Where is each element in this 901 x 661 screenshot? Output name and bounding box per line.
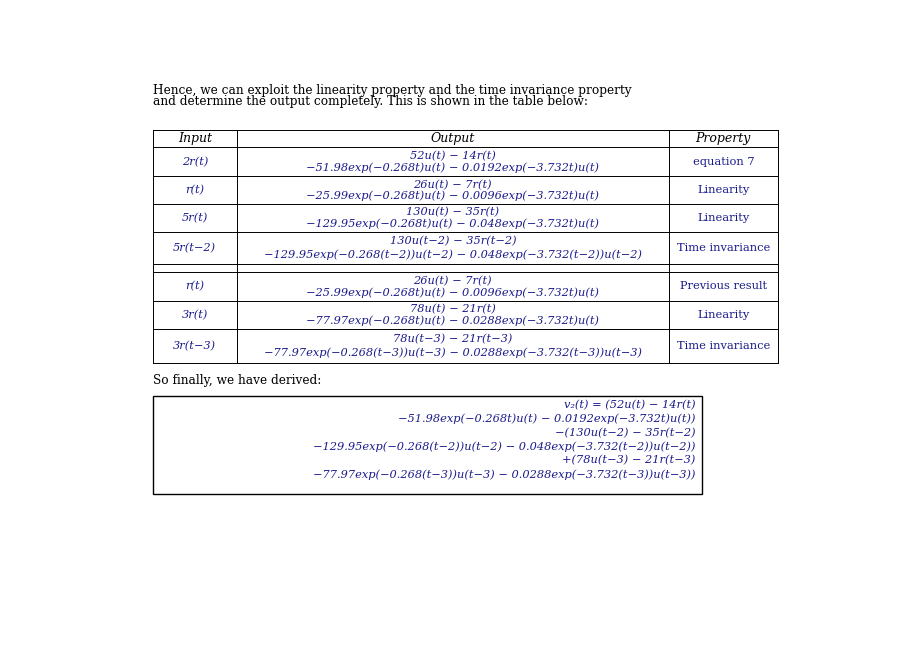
Text: −129.95exp(−0.268(t−2))u(t−2) − 0.048exp(−3.732(t−2))u(t−2)): −129.95exp(−0.268(t−2))u(t−2) − 0.048exp… (313, 442, 696, 452)
Text: 3r(t−3): 3r(t−3) (173, 340, 216, 351)
Text: r(t): r(t) (186, 185, 205, 196)
Text: equation 7: equation 7 (693, 157, 754, 167)
Text: +(78u(t−3) − 21r(t−3): +(78u(t−3) − 21r(t−3) (562, 455, 696, 465)
Text: −51.98exp(−0.268t)u(t) − 0.0192exp(−3.732t)u(t): −51.98exp(−0.268t)u(t) − 0.0192exp(−3.73… (306, 163, 599, 173)
Text: So finally, we have derived:: So finally, we have derived: (153, 374, 322, 387)
Text: Output: Output (431, 132, 475, 145)
Text: Previous result: Previous result (679, 282, 767, 292)
Text: 2r(t): 2r(t) (182, 157, 208, 167)
Text: 78u(t) − 21r(t): 78u(t) − 21r(t) (410, 304, 496, 315)
Text: 5r(t): 5r(t) (182, 213, 208, 223)
Bar (153, 396, 702, 494)
Text: −51.98exp(−0.268t)u(t) − 0.0192exp(−3.732t)u(t)): −51.98exp(−0.268t)u(t) − 0.0192exp(−3.73… (398, 414, 696, 424)
Text: −77.97exp(−0.268(t−3))u(t−3) − 0.0288exp(−3.732(t−3))u(t−3)): −77.97exp(−0.268(t−3))u(t−3) − 0.0288exp… (313, 469, 696, 480)
Text: Linearity: Linearity (697, 213, 750, 223)
Text: −25.99exp(−0.268t)u(t) − 0.0096exp(−3.732t)u(t): −25.99exp(−0.268t)u(t) − 0.0096exp(−3.73… (306, 190, 599, 201)
Text: 130u(t) − 35r(t): 130u(t) − 35r(t) (406, 207, 499, 217)
Text: 52u(t) − 14r(t): 52u(t) − 14r(t) (410, 151, 496, 161)
Text: −129.95exp(−0.268t)u(t) − 0.048exp(−3.732t)u(t): −129.95exp(−0.268t)u(t) − 0.048exp(−3.73… (306, 218, 599, 229)
Text: Linearity: Linearity (697, 185, 750, 195)
Text: Time invariance: Time invariance (677, 243, 770, 253)
Text: 130u(t−2) − 35r(t−2): 130u(t−2) − 35r(t−2) (389, 237, 516, 247)
Text: Time invariance: Time invariance (677, 340, 770, 351)
Text: 78u(t−3) − 21r(t−3): 78u(t−3) − 21r(t−3) (393, 334, 513, 344)
Text: −25.99exp(−0.268t)u(t) − 0.0096exp(−3.732t)u(t): −25.99exp(−0.268t)u(t) − 0.0096exp(−3.73… (306, 287, 599, 297)
Text: −129.95exp(−0.268(t−2))u(t−2) − 0.048exp(−3.732(t−2))u(t−2): −129.95exp(−0.268(t−2))u(t−2) − 0.048exp… (264, 249, 642, 260)
Text: v₂(t) = (52u(t) − 14r(t): v₂(t) = (52u(t) − 14r(t) (564, 400, 696, 410)
Text: Hence, we can exploit the linearity property and the time invariance property: Hence, we can exploit the linearity prop… (153, 84, 632, 97)
Text: 26u(t) − 7r(t): 26u(t) − 7r(t) (414, 276, 492, 286)
Text: −77.97exp(−0.268(t−3))u(t−3) − 0.0288exp(−3.732(t−3))u(t−3): −77.97exp(−0.268(t−3))u(t−3) − 0.0288exp… (264, 347, 642, 358)
Text: r(t): r(t) (186, 282, 205, 292)
Text: Linearity: Linearity (697, 310, 750, 320)
Text: 5r(t−2): 5r(t−2) (173, 243, 216, 253)
Text: −(130u(t−2) − 35r(t−2): −(130u(t−2) − 35r(t−2) (555, 428, 696, 438)
Text: and determine the output completely. This is shown in the table below:: and determine the output completely. Thi… (153, 95, 588, 108)
Text: −77.97exp(−0.268t)u(t) − 0.0288exp(−3.732t)u(t): −77.97exp(−0.268t)u(t) − 0.0288exp(−3.73… (306, 315, 599, 326)
Text: 3r(t): 3r(t) (182, 310, 208, 320)
Text: 26u(t) − 7r(t): 26u(t) − 7r(t) (414, 180, 492, 190)
Text: Input: Input (177, 132, 212, 145)
Text: Property: Property (696, 132, 751, 145)
